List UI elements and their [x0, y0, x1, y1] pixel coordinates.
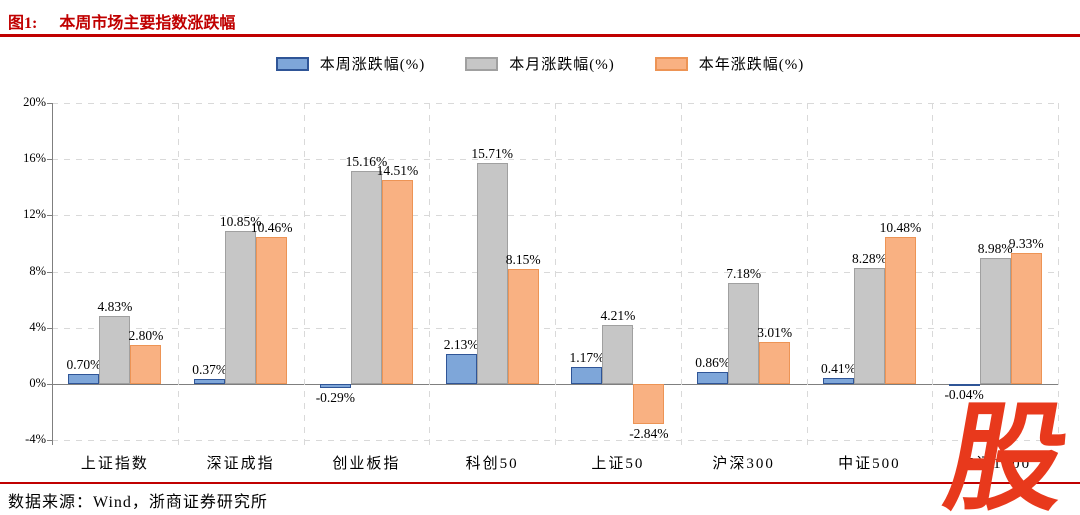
- bar-value-label: 10.85%: [219, 214, 262, 230]
- y-axis-tick: [47, 159, 52, 161]
- category-label: 创业板指: [332, 456, 401, 472]
- bar-value-label: 0.41%: [820, 361, 856, 377]
- y-tick-label: 8%: [29, 263, 46, 278]
- bar: [130, 344, 162, 384]
- y-tick-label: 20%: [23, 95, 46, 109]
- bar-value-label: 15.16%: [345, 153, 388, 169]
- grid-line-v: [555, 103, 556, 445]
- grid-line-v: [177, 103, 179, 445]
- bar-value-label: 0.86%: [695, 354, 731, 370]
- bar-value-label: 15.71%: [471, 146, 513, 162]
- legend-item: 本月涨跌幅(%): [465, 53, 615, 74]
- bar-value-label: -2.84%: [629, 425, 669, 441]
- bar-value-label: 2.13%: [443, 336, 479, 352]
- grid-line-v: [303, 103, 305, 445]
- legend-swatch: [275, 56, 309, 71]
- bar: [633, 383, 665, 424]
- stock-watermark-glyph: 股: [936, 393, 1078, 515]
- bar: [948, 383, 980, 386]
- figure-label: 图1:: [8, 15, 38, 32]
- bar: [822, 378, 854, 384]
- y-axis-line: [52, 103, 53, 445]
- category-label: 上证50: [591, 456, 645, 472]
- bar: [256, 236, 288, 384]
- y-tick-label: 4%: [29, 319, 46, 334]
- legend-swatch: [654, 56, 688, 71]
- bar: [68, 374, 100, 384]
- bar-value-label: -0.29%: [315, 389, 356, 405]
- bar: [319, 383, 351, 388]
- figure-title: 图1: 本周市场主要指数涨跌幅: [8, 9, 235, 33]
- grid-line-v: [680, 103, 682, 445]
- data-source-text: 数据来源：Wind，浙商证券研究所: [8, 494, 268, 511]
- grid-line-v: [429, 103, 431, 445]
- bar-value-label: 0.37%: [192, 361, 228, 377]
- bar: [979, 257, 1011, 384]
- bar: [571, 367, 603, 384]
- category-label: 上证指数: [80, 456, 149, 472]
- title-divider-line: [0, 34, 1080, 37]
- bar: [445, 353, 477, 384]
- bar: [381, 180, 413, 384]
- y-tick-label: 16%: [23, 151, 46, 166]
- page-title: 本周市场主要指数涨跌幅: [59, 15, 236, 32]
- category-label: 科创50: [465, 456, 519, 472]
- bar-value-label: 8.15%: [505, 252, 541, 268]
- bar-value-label: 3.01%: [757, 324, 793, 340]
- bar: [350, 170, 382, 384]
- bar: [476, 163, 508, 384]
- bar-value-label: 8.28%: [851, 250, 887, 266]
- y-axis-tick: [47, 271, 52, 273]
- bar-value-label: 14.51%: [376, 163, 419, 179]
- bar-value-label: 8.98%: [977, 240, 1013, 256]
- bar-value-label: 10.46%: [250, 219, 293, 235]
- bar-value-label: 10.48%: [879, 219, 922, 235]
- legend-swatch: [465, 56, 499, 71]
- bar-value-label: 9.33%: [1008, 235, 1044, 251]
- bar: [697, 371, 729, 384]
- y-tick-label: -4%: [25, 432, 46, 446]
- bar-value-label: 2.80%: [128, 327, 164, 343]
- y-axis-tick: [47, 215, 52, 217]
- category-label: 深证成指: [206, 456, 275, 472]
- bar-value-label: -0.04%: [944, 386, 984, 402]
- bar-value-label: 4.21%: [600, 307, 636, 323]
- bar-value-label: 1.17%: [569, 350, 605, 366]
- grid-line-v: [932, 103, 934, 445]
- legend-item: 本周涨跌幅(%): [275, 53, 426, 74]
- category-label: 中证500: [838, 456, 901, 472]
- bar: [99, 316, 131, 384]
- legend-label: 本年涨跌幅(%): [698, 57, 805, 73]
- bar: [507, 269, 539, 384]
- bar-value-label: 7.18%: [726, 266, 762, 281]
- bar-chart-plot-area: 20% 16% 12% 8% 4% 0% -4% 0.70% 0.37% -0.29% 2.13% 1…: [23, 95, 1059, 472]
- y-axis-tick: [47, 103, 52, 104]
- y-axis-tick: [47, 440, 52, 441]
- y-tick-label: 12%: [23, 207, 46, 222]
- grid-line-v: [806, 103, 808, 445]
- bar: [728, 283, 760, 384]
- bar: [884, 236, 916, 384]
- bar: [853, 267, 885, 384]
- legend-label: 本周涨跌幅(%): [319, 57, 426, 73]
- bar: [1010, 252, 1042, 384]
- category-label: 中证1000: [959, 456, 1032, 472]
- legend-item: 本年涨跌幅(%): [654, 53, 805, 74]
- y-axis-tick: [47, 383, 52, 385]
- bar: [225, 231, 257, 384]
- category-label: 沪深300: [712, 456, 775, 472]
- chart-legend: 本周涨跌幅(%) 本月涨跌幅(%) 本年涨跌幅(%): [0, 53, 1080, 74]
- footer-divider-line: [0, 482, 1080, 484]
- y-tick-label: 0%: [29, 375, 46, 390]
- y-axis-tick: [47, 327, 52, 329]
- bar-value-label: 0.70%: [66, 357, 102, 372]
- bar: [602, 324, 634, 384]
- bar: [194, 378, 226, 384]
- grid-line-v: [1058, 103, 1059, 445]
- legend-label: 本月涨跌幅(%): [509, 57, 615, 73]
- bar-value-label: 4.83%: [97, 299, 133, 314]
- bar: [759, 341, 791, 384]
